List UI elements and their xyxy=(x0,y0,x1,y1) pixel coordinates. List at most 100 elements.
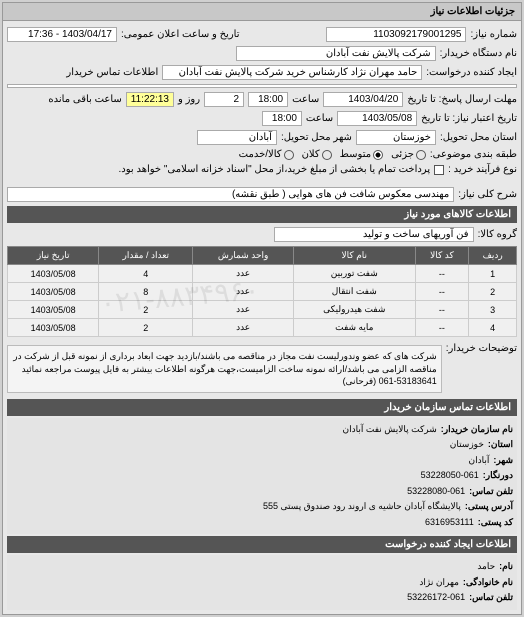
budget-radio-label: کلان xyxy=(302,149,320,160)
table-cell: شفت انتقال xyxy=(294,283,415,301)
table-cell: -- xyxy=(415,301,469,319)
table-cell: عدد xyxy=(193,265,294,283)
table-header-cell: تعداد / مقدار xyxy=(99,247,193,265)
city2-value: آبادان xyxy=(468,454,489,468)
table-row[interactable]: 2--شفت انتقالعدد81403/05/08 xyxy=(8,283,517,301)
req-no-label: شماره نیاز: xyxy=(470,29,517,40)
table-cell: -- xyxy=(415,319,469,337)
budget-radio-0[interactable]: جزئی xyxy=(391,149,426,160)
budget-radio-3[interactable]: کالا/خدمت xyxy=(239,149,294,160)
valid-date: 1403/05/08 xyxy=(337,111,417,126)
announce-value: 1403/04/17 - 17:36 xyxy=(7,27,117,42)
creator-label: ایجاد کننده درخواست: xyxy=(426,67,517,78)
prov-label: استان: xyxy=(488,438,513,452)
table-header-cell: کد کالا xyxy=(415,247,469,265)
deadline-label: مهلت ارسال پاسخ: تا تاریخ xyxy=(407,94,517,105)
fax-value: 53228050-061 xyxy=(421,469,479,483)
saat-label-2: ساعت xyxy=(306,113,333,124)
budget-radio-label: کالا/خدمت xyxy=(239,149,282,160)
valid-time: 18:00 xyxy=(262,111,302,126)
goods-group-label: گروه کالا: xyxy=(478,229,517,240)
deadline-date: 1403/04/20 xyxy=(323,92,403,107)
addr-label: آدرس پستی: xyxy=(465,500,513,514)
name-value: حامد xyxy=(477,560,495,574)
tel-label: تلفن تماس: xyxy=(469,485,513,499)
radio-dot-icon xyxy=(373,150,383,160)
table-cell: مایه شفت xyxy=(294,319,415,337)
phone-value: 53226172-061 xyxy=(407,591,465,605)
addr-value: پالایشگاه آبادان حاشیه ی اروند رود صندوق… xyxy=(263,500,461,514)
notes-text: شرکت های که عضو وندورلیست نفت مجاز در من… xyxy=(7,345,442,393)
table-cell: 3 xyxy=(469,301,517,319)
table-row[interactable]: 1--شفت توربینعدد41403/05/08 xyxy=(8,265,517,283)
phone-label: تلفن تماس: xyxy=(469,591,513,605)
radio-dot-icon xyxy=(322,150,332,160)
deadline-time: 18:00 xyxy=(248,92,288,107)
table-cell: 4 xyxy=(99,265,193,283)
fax-label: دورنگار: xyxy=(483,469,513,483)
table-cell: 2 xyxy=(99,301,193,319)
post-value: 6316953111 xyxy=(425,516,474,530)
table-cell: عدد xyxy=(193,319,294,337)
table-cell: -- xyxy=(415,283,469,301)
goods-section-title: اطلاعات کالاهای مورد نیاز xyxy=(7,206,517,223)
saat-label-1: ساعت xyxy=(292,94,319,105)
buyer-name-label: نام دستگاه خریدار: xyxy=(440,48,517,59)
process-chk-label: پرداخت تمام یا بخشی از مبلغ خرید،از محل … xyxy=(119,164,431,175)
radio-dot-icon xyxy=(416,150,426,160)
table-row[interactable]: 4--مایه شفتعدد21403/05/08 xyxy=(8,319,517,337)
budget-radio-label: متوسط xyxy=(340,149,371,160)
family-value: مهران نژاد xyxy=(419,576,459,590)
table-cell: 1 xyxy=(469,265,517,283)
province-label: استان محل تحویل: xyxy=(440,132,517,143)
remain-label: ساعت باقی مانده xyxy=(48,94,121,105)
city-value: آبادان xyxy=(197,130,277,145)
desc-title-value: مهندسی معکوس شافت فن های هوایی ( طبق نقش… xyxy=(7,187,454,202)
budget-radio-label: جزئی xyxy=(391,149,414,160)
budget-radio-1[interactable]: متوسط xyxy=(340,149,383,160)
goods-table: ردیفکد کالانام کالاواحد شمارشتعداد / مقد… xyxy=(7,246,517,337)
contact-value xyxy=(7,84,517,88)
table-cell: 2 xyxy=(99,319,193,337)
family-label: نام خانوادگی: xyxy=(463,576,513,590)
table-cell: -- xyxy=(415,265,469,283)
table-cell: 2 xyxy=(469,283,517,301)
table-header-cell: تاریخ نیاز xyxy=(8,247,99,265)
contact-label: اطلاعات تماس خریدار xyxy=(66,67,158,78)
process-checkbox[interactable] xyxy=(434,165,444,175)
table-cell: عدد xyxy=(193,283,294,301)
table-cell: عدد xyxy=(193,301,294,319)
contact-section-title: اطلاعات تماس سازمان خریدار xyxy=(7,399,517,416)
table-cell: 8 xyxy=(99,283,193,301)
time-remain: 11:22:13 xyxy=(126,92,174,107)
table-row[interactable]: 3--شفت هیدرولیکیعدد21403/05/08 xyxy=(8,301,517,319)
table-cell: 1403/05/08 xyxy=(8,265,99,283)
table-cell: 1403/05/08 xyxy=(8,301,99,319)
table-header-cell: ردیف xyxy=(469,247,517,265)
province-value: خوزستان xyxy=(356,130,436,145)
buyer-name-value: شرکت پالایش نفت آبادان xyxy=(236,46,436,61)
days-remain: 2 xyxy=(204,92,244,107)
city-label: شهر محل تحویل: xyxy=(281,132,352,143)
req-no-value: 1103092179001295 xyxy=(326,27,466,42)
table-header-cell: نام کالا xyxy=(294,247,415,265)
budget-radio-2[interactable]: کلان xyxy=(302,149,332,160)
budget-label: طبقه بندی موضوعی: xyxy=(430,149,517,160)
radio-dot-icon xyxy=(284,150,294,160)
city2-label: شهر: xyxy=(493,454,513,468)
table-cell: 4 xyxy=(469,319,517,337)
org-value: شرکت پالایش نفت آبادان xyxy=(343,423,437,437)
org-label: نام سازمان خریدار: xyxy=(441,423,513,437)
table-cell: 1403/05/08 xyxy=(8,319,99,337)
creator-value: حامد مهران نژاد کارشناس خرید شرکت پالایش… xyxy=(162,65,422,80)
valid-label: تاریخ اعتبار نیاز: تا تاریخ xyxy=(421,113,517,124)
table-cell: شفت هیدرولیکی xyxy=(294,301,415,319)
table-cell: شفت توربین xyxy=(294,265,415,283)
process-label: نوع فرآیند خرید : xyxy=(448,164,517,175)
notes-label: توضیحات خریدار: xyxy=(446,343,517,354)
prov-value: خوزستان xyxy=(450,438,484,452)
panel-title: جزئیات اطلاعات نیاز xyxy=(3,3,521,21)
tel-value: 53228080-061 xyxy=(407,485,465,499)
creator-section-title: اطلاعات ایجاد کننده درخواست xyxy=(7,536,517,553)
table-cell: 1403/05/08 xyxy=(8,283,99,301)
